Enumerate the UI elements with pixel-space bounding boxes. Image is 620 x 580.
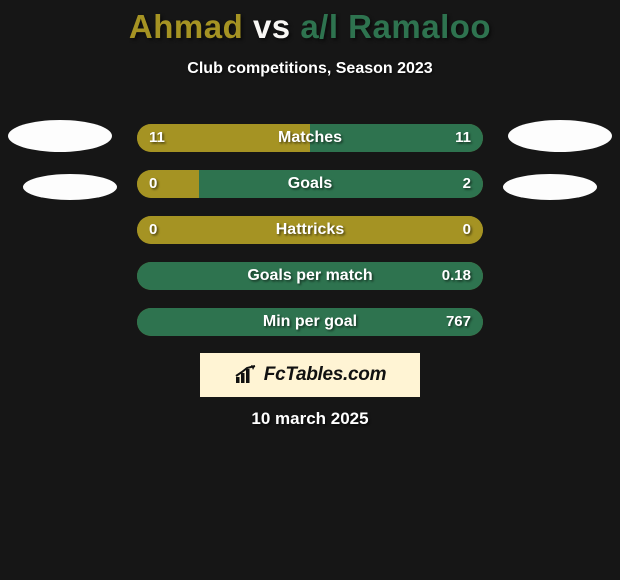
stat-label: Matches [137, 124, 483, 152]
player2-photo-placeholder-top [508, 120, 612, 152]
stat-row: Min per goal767 [137, 308, 483, 336]
stat-value-right: 767 [446, 308, 471, 336]
stat-value-right: 0 [463, 216, 471, 244]
stat-label: Goals [137, 170, 483, 198]
subtitle: Club competitions, Season 2023 [0, 60, 620, 78]
page-title: Ahmad vs a/l Ramaloo [0, 0, 620, 46]
stat-value-right: 2 [463, 170, 471, 198]
comparison-infographic: Ahmad vs a/l Ramaloo Club competitions, … [0, 0, 620, 580]
stat-label: Min per goal [137, 308, 483, 336]
player2-photo-placeholder-bottom [503, 174, 597, 200]
stat-label: Hattricks [137, 216, 483, 244]
stat-value-left: 0 [149, 216, 157, 244]
stat-row: Hattricks0 0 [137, 216, 483, 244]
chart-icon [234, 365, 258, 385]
stat-value-right: 0.18 [442, 262, 471, 290]
player1-photo-placeholder-bottom [23, 174, 117, 200]
stat-bars: Matches1111Goals02Hattricks00Goals per m… [137, 124, 483, 354]
stat-row: Goals per match0.18 [137, 262, 483, 290]
stat-row: Matches11 11 [137, 124, 483, 152]
player2-name: a/l Ramaloo [300, 8, 491, 45]
brand-badge: FcTables.com [200, 353, 420, 397]
stat-value-left: 11 [149, 124, 165, 152]
brand-text: FcTables.com [264, 364, 386, 386]
stat-label: Goals per match [137, 262, 483, 290]
player1-name: Ahmad [129, 8, 243, 45]
stat-value-left: 0 [149, 170, 157, 198]
stat-value-right: 11 [455, 124, 471, 152]
stat-row: Goals0 2 [137, 170, 483, 198]
player1-photo-placeholder-top [8, 120, 112, 152]
date-text: 10 march 2025 [0, 409, 620, 429]
vs-text: vs [253, 8, 291, 45]
